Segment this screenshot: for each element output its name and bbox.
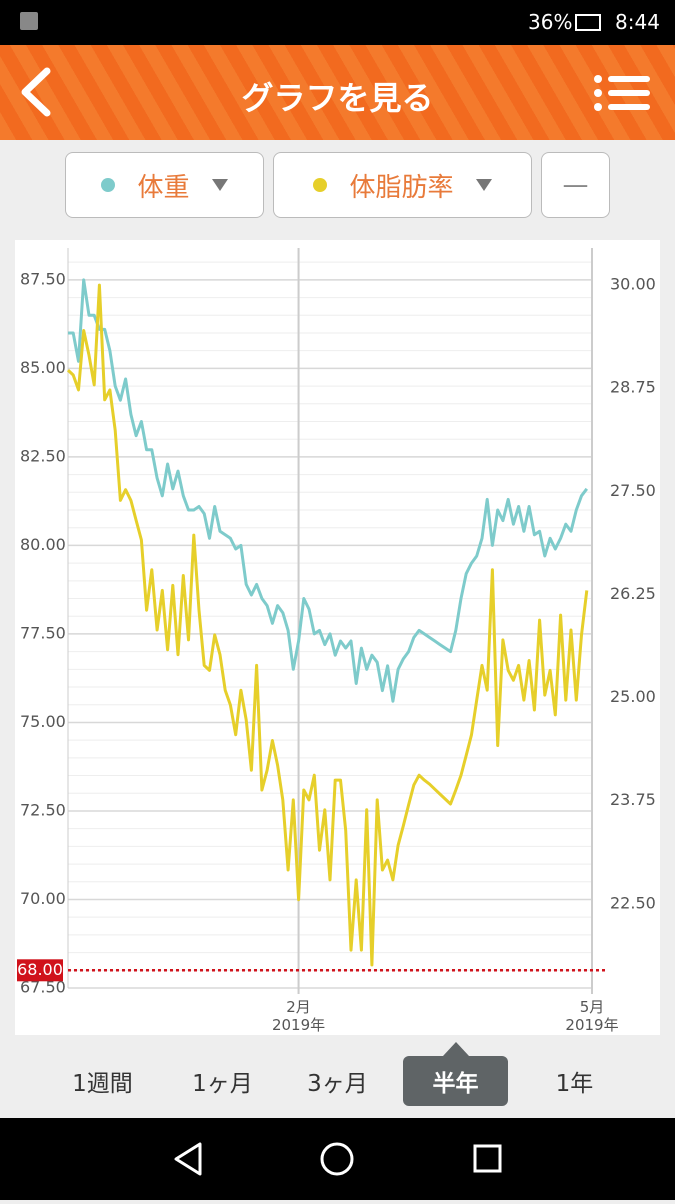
header: グラフを見る xyxy=(0,45,675,140)
legend-label: 体重 xyxy=(137,172,190,203)
chart-card: 67.50 70.00 72.50 75.00 77.50 80.00 82.50 85.00… xyxy=(15,240,660,1035)
x-tick-label: 2月 2019年 xyxy=(271,998,326,1034)
series-selector[interactable]: 体脂肪率 xyxy=(273,152,532,218)
chart: 67.50 70.00 72.50 75.00 77.50 80.00 82.50 85.00… xyxy=(17,248,656,997)
tab-pointer xyxy=(443,1042,469,1056)
y2-tick-label: 26.25 xyxy=(610,584,656,603)
y-tick-label: 70.00 xyxy=(20,889,66,908)
y2-tick-label: 23.75 xyxy=(610,790,656,809)
period-tab[interactable]: 1週間 xyxy=(72,1071,133,1097)
y-tick-label: 80.00 xyxy=(20,535,66,554)
status-bar: 36% 8:44 xyxy=(0,0,675,45)
x-tick-label: 5月 2019年 xyxy=(565,998,619,1034)
menu-button[interactable] xyxy=(592,73,652,113)
y2-tick-label: 22.50 xyxy=(610,893,656,912)
y2-tick-label: 25.00 xyxy=(610,687,656,706)
series-line xyxy=(66,283,589,967)
y-tick-label: 75.00 xyxy=(20,712,66,731)
y2-tick-label: 30.00 xyxy=(610,275,656,294)
selector-label: — xyxy=(562,170,589,200)
y-tick-label: 72.50 xyxy=(20,800,66,819)
y2-tick-label: 27.50 xyxy=(610,481,656,500)
period-tab[interactable]: 1ヶ月 xyxy=(192,1071,253,1097)
navigation-bar xyxy=(0,1118,675,1200)
period-tab[interactable]: 半年 xyxy=(403,1056,508,1106)
y-tick-label: 87.50 xyxy=(20,269,66,288)
period-tab[interactable]: 1年 xyxy=(555,1071,594,1097)
screen-title: グラフを見る xyxy=(241,79,434,117)
y-tick-label: 82.50 xyxy=(20,446,66,465)
y2-tick-label: 28.75 xyxy=(610,378,656,397)
target-label-box xyxy=(17,959,63,982)
legend-dot xyxy=(101,178,116,192)
battery-icon xyxy=(575,14,601,31)
dropdown-arrow xyxy=(475,179,492,191)
series-selector[interactable]: 体重 xyxy=(65,152,264,218)
y-tick-label: 77.50 xyxy=(20,623,66,642)
nav-buttons xyxy=(174,1142,502,1176)
y-tick-label: 67.50 xyxy=(20,978,66,997)
target-label: 68.00 xyxy=(17,960,63,979)
back-button[interactable] xyxy=(15,67,55,117)
series-selector[interactable]: — xyxy=(541,152,610,218)
app-icon xyxy=(20,12,38,30)
y-tick-label: 85.00 xyxy=(20,358,66,377)
clock: 8:44 xyxy=(615,10,660,34)
dropdown-arrow xyxy=(211,179,228,191)
legend-label: 体脂肪率 xyxy=(349,172,454,203)
battery-level: 36% xyxy=(528,10,573,34)
series-line xyxy=(68,278,588,703)
legend-dot xyxy=(313,178,328,192)
period-tab[interactable]: 3ヶ月 xyxy=(307,1071,368,1097)
